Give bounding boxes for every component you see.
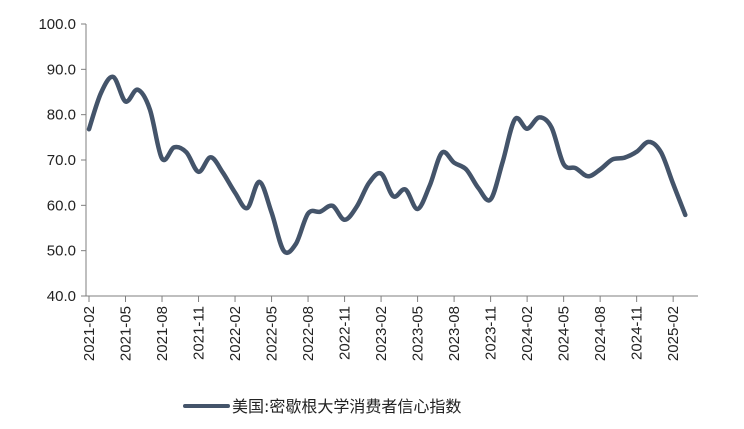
series-line (86, 74, 688, 255)
y-tick-label: 50.0 (47, 243, 76, 260)
x-tick-label: 2023-11 (483, 306, 500, 360)
x-tick-label: 2021-11 (191, 306, 208, 360)
x-tick-label: 2023-05 (410, 306, 427, 361)
y-tick-label: 40.0 (47, 288, 76, 305)
x-tick-label: 2023-08 (446, 306, 463, 361)
x-tick-label: 2021-02 (81, 306, 98, 361)
x-tick-label: 2023-02 (373, 306, 390, 361)
x-tick-label: 2022-11 (337, 306, 354, 360)
x-tick-label: 2025-02 (665, 306, 682, 361)
x-tick-label: 2022-02 (227, 306, 244, 361)
y-tick-label: 90.0 (47, 61, 76, 78)
x-tick-label: 2024-02 (519, 306, 536, 361)
y-tick-label: 60.0 (47, 197, 76, 214)
x-tick-label: 2022-05 (264, 306, 281, 361)
x-tick-label: 2021-05 (118, 306, 135, 361)
legend-label: 美国:密歇根大学消费者信心指数 (232, 397, 461, 416)
y-tick-label: 100.0 (38, 16, 76, 33)
legend: 美国:密歇根大学消费者信心指数 (183, 397, 461, 416)
y-tick-label: 80.0 (47, 107, 76, 124)
x-tick-label: 2024-11 (629, 306, 646, 360)
x-tick-label: 2024-08 (592, 306, 609, 361)
x-tick-label: 2024-05 (556, 306, 573, 361)
x-tick-label: 2022-08 (300, 306, 317, 361)
x-tick-label: 2021-08 (154, 306, 171, 361)
y-tick-label: 70.0 (47, 152, 76, 169)
x-axis: 2021-02 2021-05 2021-08 2021-11 2022-02 2022-… (81, 295, 698, 361)
y-axis: 40.0 50.0 60.0 70.0 80.0 90.0 100.0 (38, 16, 87, 305)
series-layer (86, 74, 688, 255)
